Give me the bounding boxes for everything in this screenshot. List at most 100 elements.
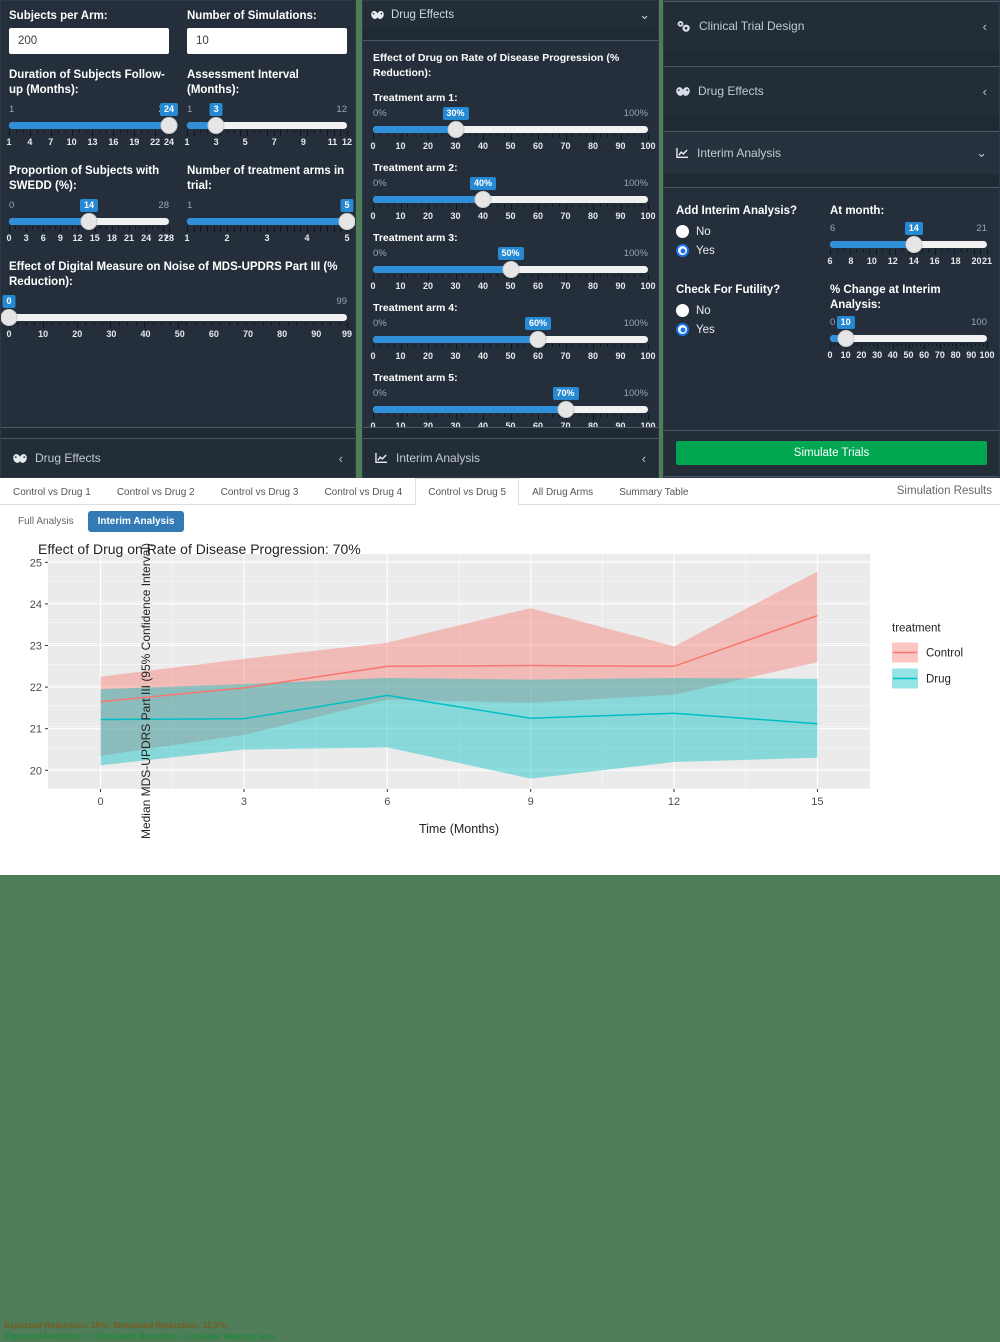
- chevron-left-icon[interactable]: ‹: [338, 450, 343, 466]
- slider-tick-label: 50: [505, 421, 516, 431]
- slider-tick-labels: 0 10 20 30 40 50 60 70 80 90 100: [370, 281, 655, 293]
- subtab-interim-analysis[interactable]: Interim Analysis: [87, 511, 185, 532]
- slider-min-label: 0%: [373, 248, 387, 259]
- add-interim-option-no[interactable]: No: [676, 225, 816, 238]
- divider: [1, 427, 355, 428]
- swedd-slider[interactable]: 0 28 14 0 3 6 9 12 15 18 21 24 27 28: [6, 199, 174, 246]
- slider-min-label: 1: [187, 200, 193, 211]
- treatment-arm-4-slider[interactable]: 0% 100% 60% 0 10 20 30 40 50 60 70 80 90 100: [370, 317, 656, 361]
- tab-control-vs-drug-4[interactable]: Control vs Drug 4: [324, 487, 403, 498]
- slider-tick-label: 60: [532, 421, 544, 431]
- slider-thumb[interactable]: [529, 331, 547, 348]
- radio-icon[interactable]: [676, 304, 689, 317]
- slider-tick-labels: 0 10 20 30 40 50 60 70 80 90 100: [370, 141, 655, 153]
- check-futility-option-no[interactable]: No: [676, 304, 816, 317]
- slider-fill: [373, 196, 483, 203]
- pct-change-slider[interactable]: 0 100 10 0 10 20 30 40 50 60 70 80 90 100: [827, 316, 995, 363]
- chevron-down-icon[interactable]: ⌄: [976, 145, 987, 160]
- slider-tick-label: 70: [560, 421, 571, 431]
- accordion-interim-analysis-right[interactable]: Interim Analysis ⌄: [664, 132, 999, 174]
- accordion-clinical-trial-design[interactable]: Clinical Trial Design ‹: [664, 2, 999, 50]
- slider-thumb[interactable]: [447, 121, 464, 138]
- simulate-trials-button[interactable]: Simulate Trials: [676, 441, 987, 465]
- analysis-note-line1: Expected Reduction: 10%. Simulated Reduc…: [4, 1320, 229, 1330]
- slider-thumb[interactable]: [837, 330, 855, 347]
- add-interim-option-yes[interactable]: Yes: [676, 244, 816, 257]
- radio-icon[interactable]: [676, 225, 689, 238]
- digital-measure-noise-label: Effect of Digital Measure on Noise of MD…: [9, 261, 338, 288]
- slider-tick-label: 40: [477, 281, 489, 291]
- slider-tick-label: 70: [560, 351, 571, 361]
- check-futility-option-yes[interactable]: Yes: [676, 323, 816, 336]
- slider-track[interactable]: [830, 335, 987, 342]
- treatment-arm-1-slider[interactable]: 0% 100% 30% 0 10 20 30 40 50 60 70 80 90 100: [370, 107, 656, 153]
- accordion-label: Drug Effects: [698, 84, 764, 98]
- followup-slider[interactable]: 12424147101316192224: [6, 103, 179, 150]
- slider-tick-labels: 1 2 3 4 5: [184, 233, 349, 245]
- slider-thumb[interactable]: [338, 213, 355, 230]
- slider-thumb[interactable]: [557, 401, 574, 418]
- subjects-per-arm-input[interactable]: [9, 28, 169, 54]
- tab-control-vs-drug-2[interactable]: Control vs Drug 2: [116, 487, 195, 498]
- slider-tick-label: 40: [477, 421, 489, 431]
- slider-tick-label: 0: [827, 350, 833, 360]
- radio-selected-icon[interactable]: [676, 244, 689, 257]
- slider-tick-label: 90: [311, 329, 322, 339]
- slider-tick-label: 30: [450, 351, 461, 361]
- treatment-arm-label: Treatment arm 4:: [373, 302, 458, 314]
- y-tick-label: 20: [30, 765, 42, 777]
- slider-thumb[interactable]: [80, 213, 98, 230]
- slider-tick-label: 70: [934, 350, 945, 360]
- slider-thumb[interactable]: [1, 309, 18, 326]
- chevron-left-icon[interactable]: ‹: [641, 450, 646, 466]
- slider-track[interactable]: [373, 126, 648, 133]
- slider-tick-label: 24: [163, 137, 175, 147]
- slider-track[interactable]: [373, 196, 648, 203]
- accordion-interim-analysis[interactable]: Interim Analysis ‹: [363, 439, 658, 477]
- slider-tick-label: 40: [477, 141, 489, 151]
- slider-thumb[interactable]: [160, 117, 178, 134]
- slider-thumb[interactable]: [474, 191, 492, 208]
- slider-tick-label: 27: [158, 233, 169, 243]
- treatment-arm-2-slider[interactable]: 0% 100% 40% 0 10 20 30 40 50 60 70 80 90 100: [370, 177, 656, 221]
- tab-all-drug-arms[interactable]: All Drug Arms: [532, 487, 594, 498]
- tab-control-vs-drug-1[interactable]: Control vs Drug 1: [13, 487, 91, 498]
- slider-tick-label: 7: [271, 137, 277, 147]
- chevron-down-icon[interactable]: ⌄: [639, 6, 650, 22]
- drug-effects-header[interactable]: Drug Effects ⌄: [363, 1, 658, 28]
- accordion-drug-effects-right[interactable]: Drug Effects ‹: [664, 67, 999, 115]
- slider-tick-label: 20: [422, 351, 434, 361]
- slider-thumb[interactable]: [207, 117, 225, 134]
- slider-ticks: [373, 134, 649, 140]
- slider-track[interactable]: [187, 122, 347, 129]
- slider-tick-label: 16: [108, 137, 119, 147]
- slider-track[interactable]: [9, 314, 347, 321]
- slider-tick-label: 20: [856, 350, 867, 360]
- tab-summary-table[interactable]: Summary Table: [619, 487, 689, 498]
- slider-thumb[interactable]: [502, 261, 519, 278]
- divider: [664, 187, 999, 188]
- treatment-arm-3-slider[interactable]: 0% 100% 50% 0 10 20 30 40 50 60 70 80 90 100: [370, 247, 656, 293]
- legend-title: treatment: [892, 623, 941, 635]
- drug-effects-header-label: Drug Effects: [391, 8, 455, 21]
- slider-tick-label: 7: [48, 137, 54, 147]
- subtab-full-analysis[interactable]: Full Analysis: [18, 516, 74, 527]
- slider-fill: [187, 218, 347, 225]
- sub-tab-bar: Full Analysis Interim Analysis: [0, 505, 1000, 536]
- digital-measure-noise-slider[interactable]: 0990010203040506070809099: [1, 295, 352, 342]
- treatment-arms-slider[interactable]: 15512345: [184, 199, 355, 246]
- treatment-arm-5-slider[interactable]: 0% 100% 70% 0 10 20 30 40 50 60 70 80 90 100: [370, 387, 656, 431]
- at-month-slider[interactable]: 6 21 14 6 8 10 12 14 16 18 20 21: [827, 222, 992, 269]
- number-of-simulations-input[interactable]: [187, 28, 347, 54]
- slider-tick-label: 0: [370, 351, 376, 361]
- slider-thumb[interactable]: [905, 236, 923, 253]
- chevron-left-icon[interactable]: ‹: [982, 18, 987, 34]
- slider-value-bubble: 40%: [469, 177, 497, 190]
- tab-control-vs-drug-5[interactable]: Control vs Drug 5: [415, 478, 520, 505]
- assessment-interval-slider[interactable]: 1 12 3 1 3 5 7 9 11 12: [184, 103, 352, 150]
- radio-selected-icon[interactable]: [676, 323, 689, 336]
- slider-tick-label: 22: [150, 137, 161, 147]
- tab-control-vs-drug-3[interactable]: Control vs Drug 3: [220, 487, 299, 498]
- accordion-drug-effects[interactable]: Drug Effects ‹: [1, 439, 355, 477]
- chevron-left-icon[interactable]: ‹: [982, 83, 987, 99]
